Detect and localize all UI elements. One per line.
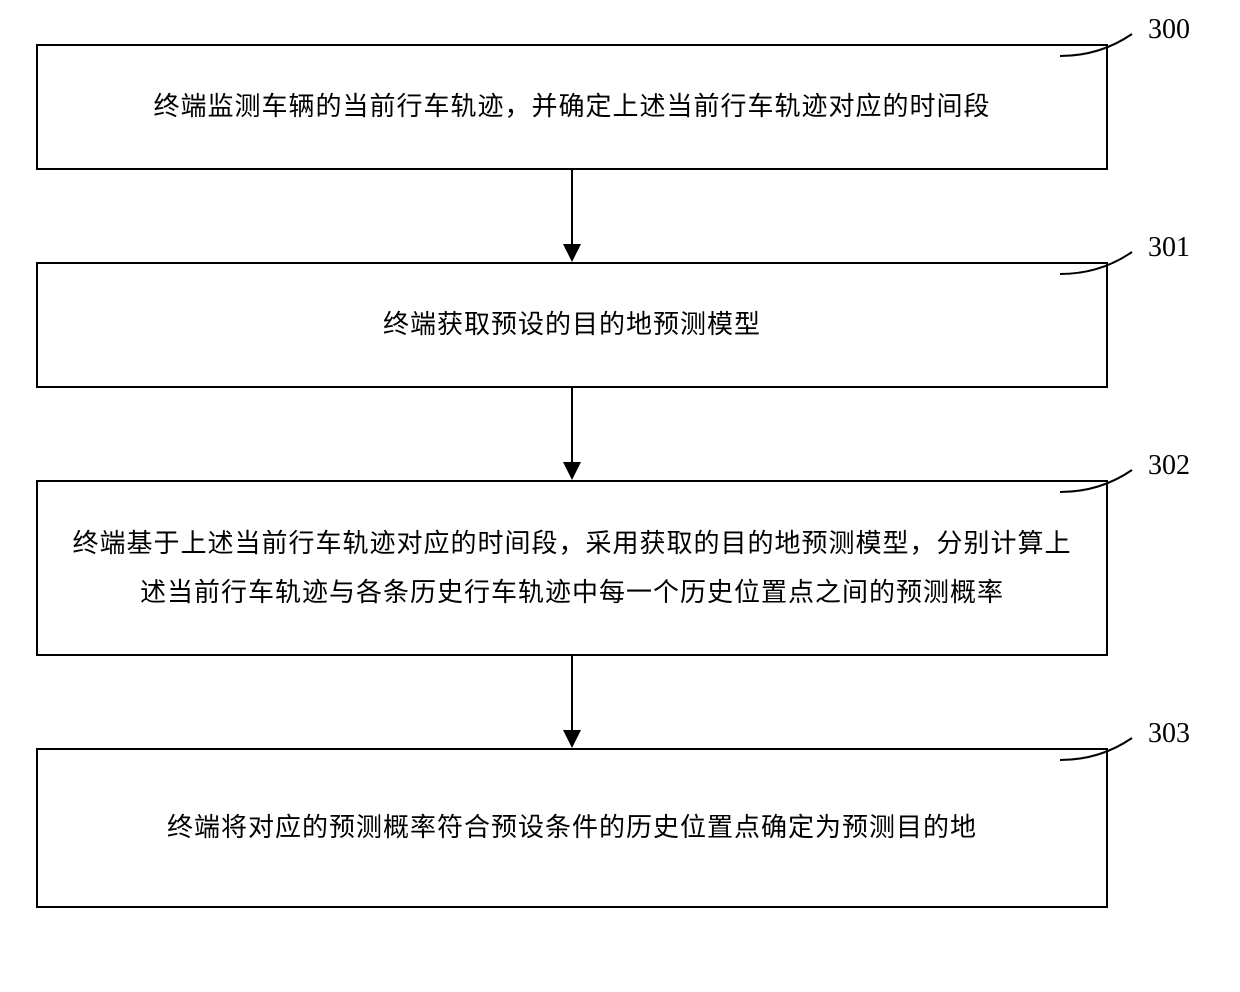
label-connector-302 (1060, 468, 1146, 494)
flowchart-canvas: 终端监测车辆的当前行车轨迹，并确定上述当前行车轨迹对应的时间段 300 终端获取… (0, 0, 1240, 992)
step-text-301: 终端获取预设的目的地预测模型 (383, 300, 761, 349)
step-text-300: 终端监测车辆的当前行车轨迹，并确定上述当前行车轨迹对应的时间段 (153, 82, 990, 131)
step-label-300: 300 (1148, 14, 1190, 46)
arrow-300-301 (560, 170, 584, 262)
label-connector-300 (1060, 32, 1146, 58)
arrow-302-303 (560, 656, 584, 748)
step-label-303: 303 (1148, 718, 1190, 750)
step-label-302: 302 (1148, 450, 1190, 482)
step-box-302: 终端基于上述当前行车轨迹对应的时间段，采用获取的目的地预测模型，分别计算上述当前… (36, 480, 1108, 656)
step-box-303: 终端将对应的预测概率符合预设条件的历史位置点确定为预测目的地 (36, 748, 1108, 908)
step-text-303: 终端将对应的预测概率符合预设条件的历史位置点确定为预测目的地 (167, 803, 977, 852)
label-connector-301 (1060, 250, 1146, 276)
step-box-300: 终端监测车辆的当前行车轨迹，并确定上述当前行车轨迹对应的时间段 (36, 44, 1108, 170)
arrow-301-302 (560, 388, 584, 480)
step-box-301: 终端获取预设的目的地预测模型 (36, 262, 1108, 388)
step-text-302: 终端基于上述当前行车轨迹对应的时间段，采用获取的目的地预测模型，分别计算上述当前… (68, 519, 1076, 618)
step-label-301: 301 (1148, 232, 1190, 264)
label-connector-303 (1060, 736, 1146, 762)
